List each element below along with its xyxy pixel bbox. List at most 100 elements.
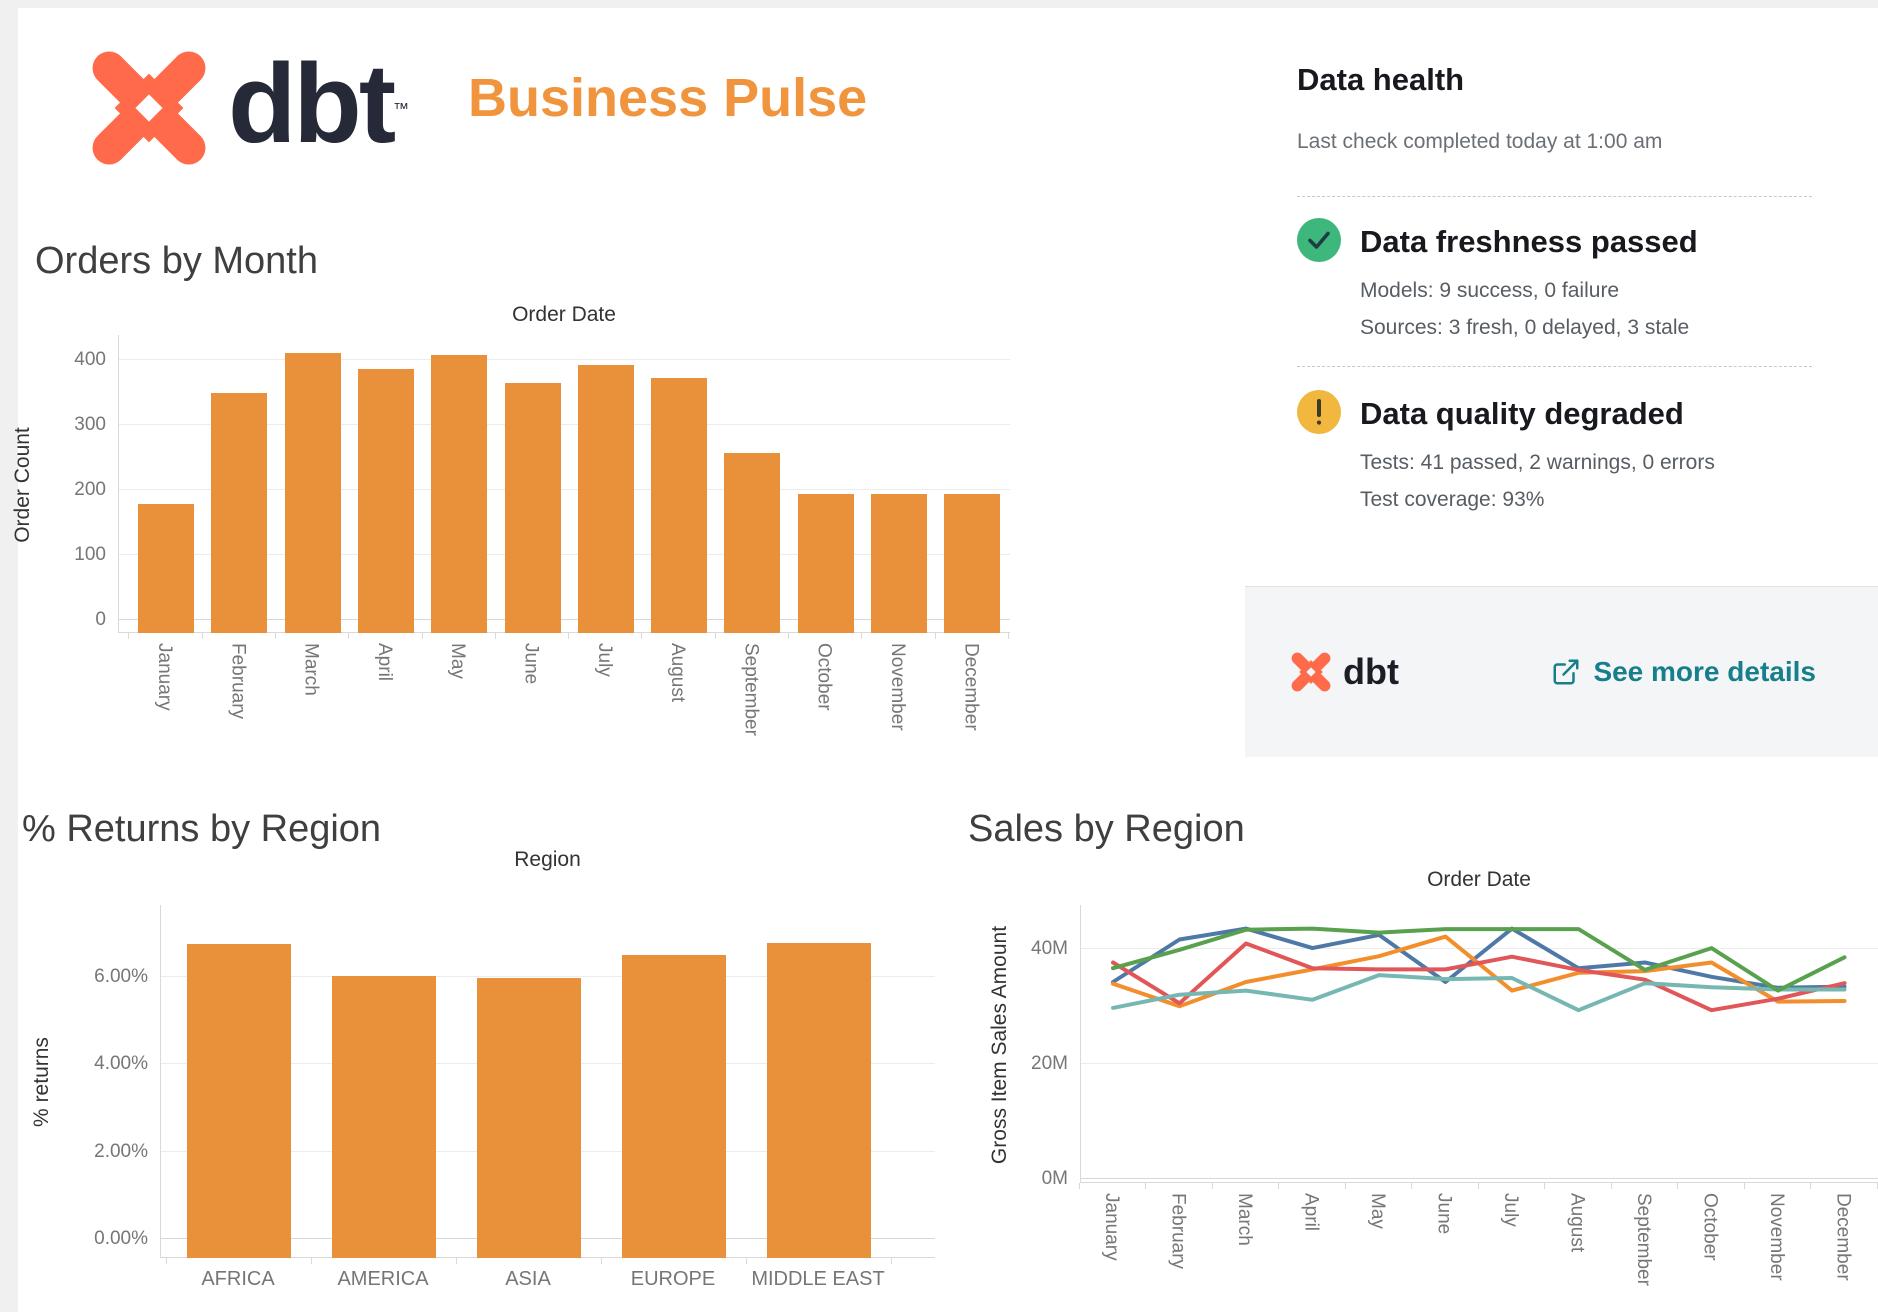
quality-coverage-line: Test coverage: 93% xyxy=(1360,488,1545,511)
axis-tick xyxy=(1211,1183,1213,1189)
x-category-label: March xyxy=(300,643,322,696)
gridline xyxy=(119,424,1010,426)
axis-tick xyxy=(1610,1183,1612,1189)
axis-tick xyxy=(890,1258,892,1264)
trademark-symbol: ™ xyxy=(393,101,410,118)
axis-tick xyxy=(641,633,643,639)
dbt-wordmark: dbt™ xyxy=(228,41,410,166)
bar-october[interactable] xyxy=(797,493,854,633)
sales-plot xyxy=(1080,905,1878,1183)
axis-tick xyxy=(1007,633,1009,639)
bar-july[interactable] xyxy=(577,364,634,633)
line-series-teal[interactable] xyxy=(1111,973,1847,1013)
axis-tick xyxy=(455,1258,457,1264)
x-category-label: January xyxy=(1101,1193,1122,1261)
x-category-label: AFRICA xyxy=(201,1268,275,1290)
x-category-label: June xyxy=(520,643,542,685)
orders-pane-title: Order Date xyxy=(512,303,616,326)
axis-tick xyxy=(421,633,423,639)
sales-section-title: Sales by Region xyxy=(968,808,1245,850)
x-category-label: November xyxy=(887,643,908,731)
y-tick-label: 20M xyxy=(1031,1053,1068,1075)
axis-tick xyxy=(788,633,790,639)
x-category-label: August xyxy=(667,643,689,703)
dbt-logo-small-icon xyxy=(1289,650,1333,694)
gridline xyxy=(1081,948,1878,950)
axis-tick xyxy=(1810,1183,1812,1189)
bar-may[interactable] xyxy=(431,355,488,633)
x-category-label: November xyxy=(1766,1193,1787,1281)
bar-middle-east[interactable] xyxy=(767,943,871,1258)
warning-icon xyxy=(1297,390,1341,434)
returns-section-title: % Returns by Region xyxy=(22,808,382,850)
footer-brand: dbt xyxy=(1289,650,1399,694)
axis-tick xyxy=(165,1258,167,1264)
dashboard-title: Business Pulse xyxy=(468,68,868,128)
y-tick-label: 200 xyxy=(74,479,106,501)
bar-november[interactable] xyxy=(871,493,927,633)
x-category-label: May xyxy=(1367,1193,1388,1229)
bar-april[interactable] xyxy=(357,368,414,633)
x-category-label: June xyxy=(1433,1193,1455,1235)
sales-lines xyxy=(1111,926,1847,1013)
returns-y-axis-title: % returns xyxy=(30,1037,53,1127)
axis-tick xyxy=(1145,1183,1147,1189)
data-health-last-check: Last check completed today at 1:00 am xyxy=(1297,130,1663,153)
bar-august[interactable] xyxy=(651,377,708,633)
data-health-title: Data health xyxy=(1297,62,1465,97)
axis-tick xyxy=(1477,1183,1479,1189)
y-tick-label: 2.00% xyxy=(94,1140,148,1162)
axis-tick xyxy=(714,633,716,639)
bar-america[interactable] xyxy=(332,976,436,1258)
line-series-orange[interactable] xyxy=(1111,934,1847,1009)
x-category-label: July xyxy=(593,643,615,677)
bar-december[interactable] xyxy=(944,493,1001,633)
axis-tick xyxy=(1411,1183,1413,1189)
x-category-label: AMERICA xyxy=(337,1268,429,1290)
divider xyxy=(1297,196,1812,197)
x-category-label: December xyxy=(1832,1193,1854,1281)
bar-january[interactable] xyxy=(138,503,194,633)
bar-february[interactable] xyxy=(211,392,268,633)
axis-tick xyxy=(1078,1183,1080,1189)
quality-status-title: Data quality degraded xyxy=(1360,396,1684,431)
axis-tick xyxy=(494,633,496,639)
gridline xyxy=(119,619,1010,621)
x-category-label: October xyxy=(813,643,835,711)
axis-tick xyxy=(1743,1183,1745,1189)
bar-africa[interactable] xyxy=(187,943,291,1258)
y-tick-label: 100 xyxy=(74,544,106,566)
x-category-label: May xyxy=(447,643,469,679)
bar-march[interactable] xyxy=(284,353,341,633)
bar-asia[interactable] xyxy=(477,977,581,1258)
line-series-blue[interactable] xyxy=(1111,926,1847,990)
freshness-models-line: Models: 9 success, 0 failure xyxy=(1360,279,1620,302)
gridline xyxy=(119,489,1010,491)
data-health-footer: dbt See more details xyxy=(1245,586,1878,757)
bar-june[interactable] xyxy=(504,383,561,633)
bar-europe[interactable] xyxy=(622,955,726,1258)
bar-september[interactable] xyxy=(724,453,781,633)
freshness-sources-line: Sources: 3 fresh, 0 delayed, 3 stale xyxy=(1360,316,1690,339)
axis-tick xyxy=(861,633,863,639)
x-category-label: February xyxy=(1167,1193,1189,1270)
axis-tick xyxy=(1278,1183,1280,1189)
axis-tick xyxy=(745,1258,747,1264)
line-series-red[interactable] xyxy=(1111,941,1847,1013)
returns-pane-title: Region xyxy=(514,848,581,871)
y-tick-label: 4.00% xyxy=(94,1053,148,1075)
freshness-status-title: Data freshness passed xyxy=(1360,224,1698,259)
axis-tick xyxy=(310,1258,312,1264)
x-category-label: July xyxy=(1500,1193,1521,1227)
axis-tick xyxy=(600,1258,602,1264)
y-tick-label: 400 xyxy=(74,349,106,371)
x-category-label: March xyxy=(1234,1193,1255,1246)
gridline xyxy=(119,359,1010,361)
x-category-label: EUROPE xyxy=(630,1268,716,1290)
axis-tick xyxy=(568,633,570,639)
gridline xyxy=(119,554,1010,556)
see-more-details-link[interactable]: See more details xyxy=(1551,656,1816,688)
line-series-green[interactable] xyxy=(1111,926,1847,993)
axis-tick xyxy=(1876,1183,1878,1189)
